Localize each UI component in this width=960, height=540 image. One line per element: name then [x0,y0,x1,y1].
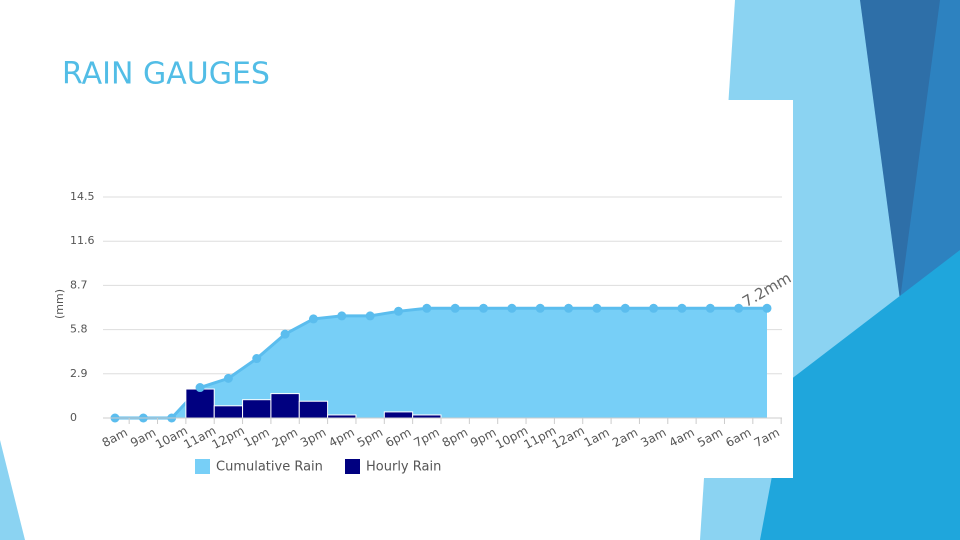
cumulative-point [450,303,460,313]
cumulative-point [564,303,574,313]
cumulative-point [677,303,687,313]
y-tick-label: 14.5 [70,190,95,203]
cumulative-point [649,303,659,313]
cumulative-point [734,303,744,313]
hourly-bar [298,400,329,419]
hourly-bar [270,393,300,419]
cumulative-point [365,311,375,321]
cumulative-point [252,354,262,364]
y-tick-label: 8.7 [70,278,88,291]
cumulative-point [620,303,630,313]
cumulative-point [705,303,715,313]
slide-title: RAIN GAUGES [62,57,270,92]
cumulative-point [337,311,347,321]
cumulative-point [507,303,517,313]
legend-label: Cumulative Rain [216,460,323,475]
cumulative-point [762,303,772,313]
legend-label: Hourly Rain [366,460,441,475]
cumulative-point [479,303,489,313]
cumulative-area [115,308,767,418]
y-tick-label: 2.9 [70,367,88,380]
hourly-bar [213,405,244,419]
hourly-bar [383,411,414,419]
cumulative-point [195,383,205,393]
hourly-bar [185,388,215,419]
cumulative-line [115,306,767,420]
cumulative-point [422,303,432,313]
y-tick-label: 0 [70,411,77,424]
cumulative-point [308,314,318,324]
y-axis-label: (mm) [53,289,66,319]
legend-swatch [345,459,360,474]
legend-swatch [195,459,210,474]
cumulative-point [393,306,403,316]
hourly-bar [242,399,272,419]
cumulative-point [223,373,233,383]
y-tick-label: 11.6 [70,234,95,247]
y-tick-label: 5.8 [70,323,88,336]
cumulative-point [592,303,602,313]
cumulative-point [535,303,545,313]
cumulative-point [280,329,290,339]
